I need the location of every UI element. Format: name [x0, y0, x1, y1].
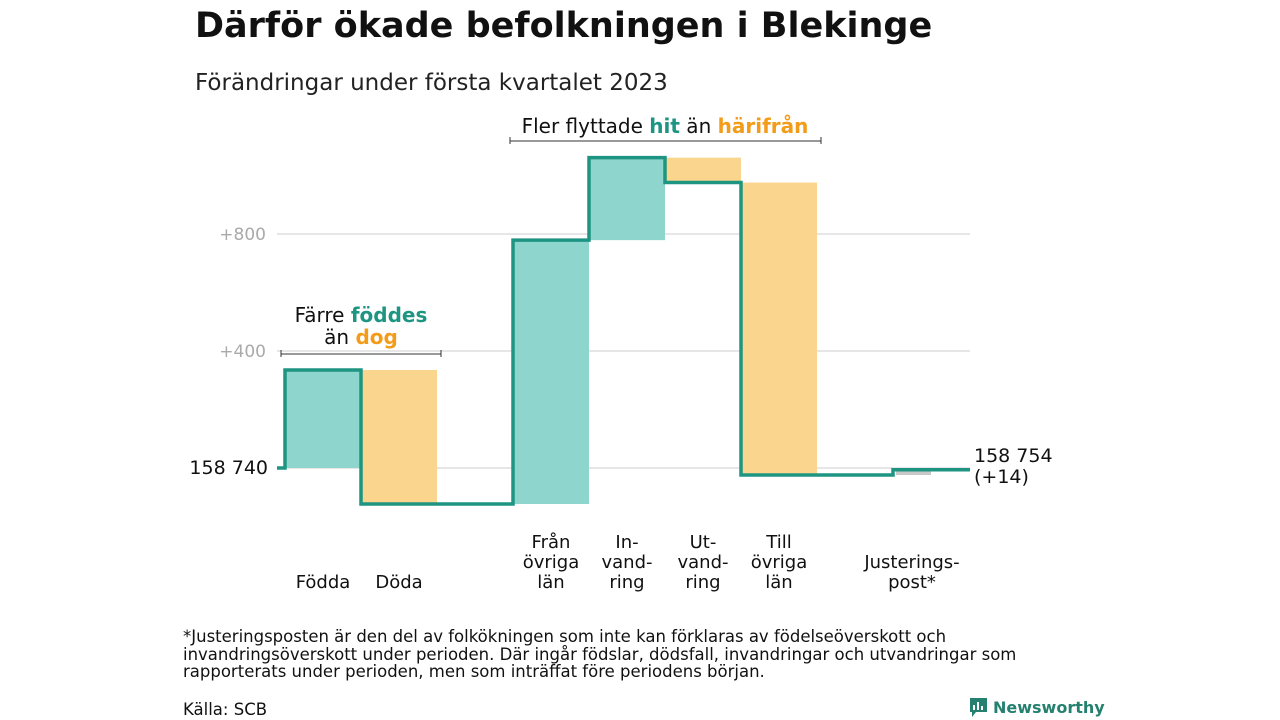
category-label: län — [537, 572, 564, 593]
svg-text:än dog: än dog — [324, 325, 398, 349]
line-layer — [277, 155, 970, 506]
source-label: Källa: SCB — [183, 700, 268, 719]
brand-name: Newsworthy — [993, 698, 1105, 717]
bar — [896, 469, 931, 476]
category-label: ring — [609, 572, 644, 593]
y-tick-label: +800 — [219, 225, 266, 245]
category-label: Döda — [375, 572, 422, 593]
bar — [589, 157, 665, 241]
category-label: övriga — [523, 552, 580, 573]
chart-title: Därför ökade befolkningen i Blekinge — [195, 6, 933, 46]
migration-annotation-highlight2: härifrån — [718, 114, 809, 138]
bar — [513, 240, 589, 504]
migration-annotation-bracket — [509, 137, 822, 144]
cumulative-line — [277, 155, 970, 506]
category-label: post* — [888, 572, 936, 593]
svg-text:Fler flyttade hit än härifrån: Fler flyttade hit än härifrån — [522, 114, 809, 138]
newsworthy-logo-icon — [970, 698, 987, 717]
migration-annotation-prefix: Fler flyttade — [522, 114, 650, 138]
category-label: övriga — [751, 552, 808, 573]
footnote: *Justeringsposten är den del av folkökni… — [183, 627, 1017, 681]
svg-text:Färre föddes: Färre föddes — [295, 303, 428, 327]
category-label: ring — [685, 572, 720, 593]
migration-annotation-highlight: hit — [649, 114, 680, 138]
waterfall-chart: +400+800 Födda DödaFrånövrigalänIn-vand-r… — [189, 114, 1053, 593]
category-label: vand- — [601, 552, 652, 573]
births-annotation-line2-prefix: än — [324, 325, 355, 349]
births-annotation-bracket — [280, 350, 442, 357]
y-tick-label: +400 — [219, 342, 266, 362]
births-annotation: Färre föddes än dog — [280, 303, 442, 357]
category-label: Justerings- — [863, 552, 959, 573]
category-label: län — [765, 572, 792, 593]
category-label: vand- — [677, 552, 728, 573]
category-label: Till — [765, 532, 791, 553]
births-annotation-highlight: föddes — [351, 303, 428, 327]
births-annotation-prefix: Färre — [295, 303, 351, 327]
bar — [665, 157, 741, 183]
end-value-label: 158 754 — [974, 445, 1053, 467]
bar — [361, 370, 437, 504]
brand-logo[interactable]: Newsworthy — [969, 697, 1105, 718]
bar — [285, 370, 361, 468]
start-value-label: 158 740 — [189, 457, 268, 479]
labels-layer: Födda DödaFrånövrigalänIn-vand-ringUt-van… — [296, 532, 960, 593]
end-change-label: (+14) — [974, 466, 1029, 488]
category-label: In- — [615, 532, 638, 553]
bar — [741, 182, 817, 476]
births-annotation-highlight2: dog — [355, 325, 397, 349]
category-label: Födda — [296, 572, 351, 593]
bars-layer — [285, 157, 931, 504]
migration-annotation: Fler flyttade hit än härifrån — [509, 114, 822, 144]
migration-annotation-middle: än — [680, 114, 718, 138]
category-label: Från — [532, 532, 571, 553]
category-label: Ut- — [690, 532, 717, 553]
chart-subtitle: Förändringar under första kvartalet 2023 — [195, 70, 668, 96]
